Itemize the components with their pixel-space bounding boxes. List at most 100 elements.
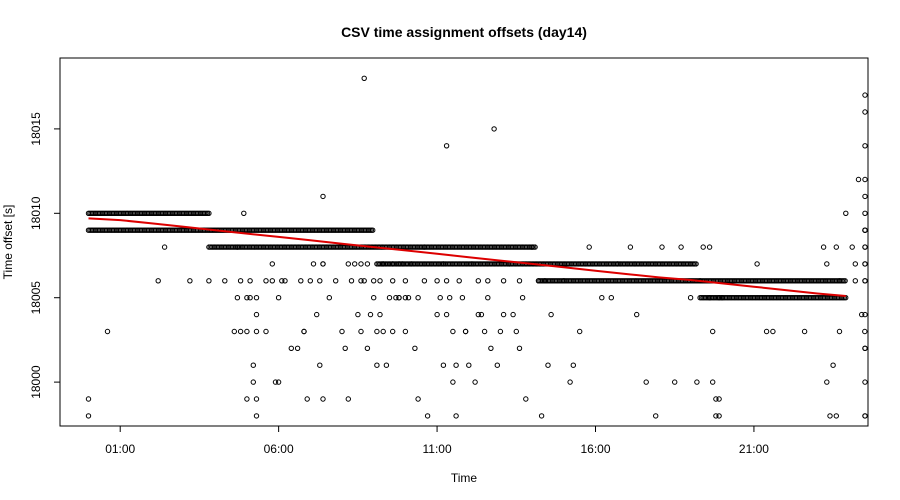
data-point [643,379,649,385]
data-point [859,311,865,318]
data-point [440,362,447,368]
data-point [862,176,868,183]
data-point [443,278,450,284]
data-point [288,345,294,351]
plot-frame [59,57,869,427]
data-point [862,227,868,233]
data-point [862,244,868,250]
data-point [862,210,868,217]
data-point [333,278,339,284]
data-point [852,278,858,284]
data-point [348,278,355,284]
data-point [862,261,868,267]
data-point [421,244,428,250]
data-point [85,413,92,419]
data-point [820,244,827,250]
data-point [833,244,839,250]
data-point [475,311,481,318]
data-point [390,278,396,284]
data-point [830,362,836,368]
data-point [710,379,716,385]
data-point [485,295,491,301]
data-point [409,261,415,267]
data-point [659,244,665,250]
data-point [320,261,326,267]
data-point [453,362,459,368]
data-point [415,396,421,402]
data-point [678,244,684,250]
scatter-points [85,75,868,419]
data-point [367,311,374,318]
data-point [310,261,317,267]
data-point [608,295,614,301]
data-point [364,345,371,351]
data-point [250,379,257,385]
data-point [421,278,428,284]
offset-band-18010 [85,210,212,217]
data-point [282,278,288,284]
data-point [396,261,402,267]
data-point [710,328,716,335]
data-point [405,295,412,301]
data-point [862,109,868,115]
data-point [377,311,383,318]
marks-layer [85,75,868,419]
data-point [538,413,545,419]
data-point [754,261,760,267]
data-point [371,295,377,301]
offset-band-18005 [697,295,849,301]
data-point [855,176,862,183]
data-point [548,311,554,318]
x-tick-label: 01:00 [105,442,135,456]
data-point [516,278,523,284]
data-point [836,278,843,284]
data-point [434,278,440,284]
data-point [824,261,830,267]
data-point [307,278,313,284]
data-point [801,328,808,335]
data-point [412,345,418,351]
data-point [355,311,361,318]
data-point [358,278,364,284]
data-point [824,379,830,385]
data-point [234,295,241,301]
data-point [529,244,535,250]
data-point [713,396,719,402]
data-point [836,328,843,335]
data-point [453,413,459,419]
data-point [516,345,523,351]
data-point [206,210,212,217]
data-point [263,278,269,284]
data-point [443,143,450,149]
data-point [843,210,849,217]
data-point [513,328,519,335]
data-point [345,396,351,402]
data-point [244,328,250,335]
data-point [488,345,494,351]
x-tick-label: 16:00 [580,442,610,456]
data-point [535,278,542,284]
data-point [402,278,409,284]
data-point [424,413,431,419]
data-point [358,261,364,267]
y-axis-label: Time offset [s] [1,205,15,280]
data-point [250,362,257,368]
data-point [627,244,634,250]
y-tick-label: 18005 [29,281,43,315]
data-point [672,379,678,385]
data-point [706,244,713,250]
data-point [380,328,386,335]
data-point [301,328,307,335]
data-point [402,328,409,335]
data-point [370,227,376,233]
data-point [570,362,576,368]
data-point [706,295,713,301]
data-point [247,295,253,301]
data-point [700,244,706,250]
data-point [440,261,447,267]
data-point [833,413,839,419]
data-point [827,413,833,419]
data-point [716,413,722,419]
data-point [383,362,390,368]
